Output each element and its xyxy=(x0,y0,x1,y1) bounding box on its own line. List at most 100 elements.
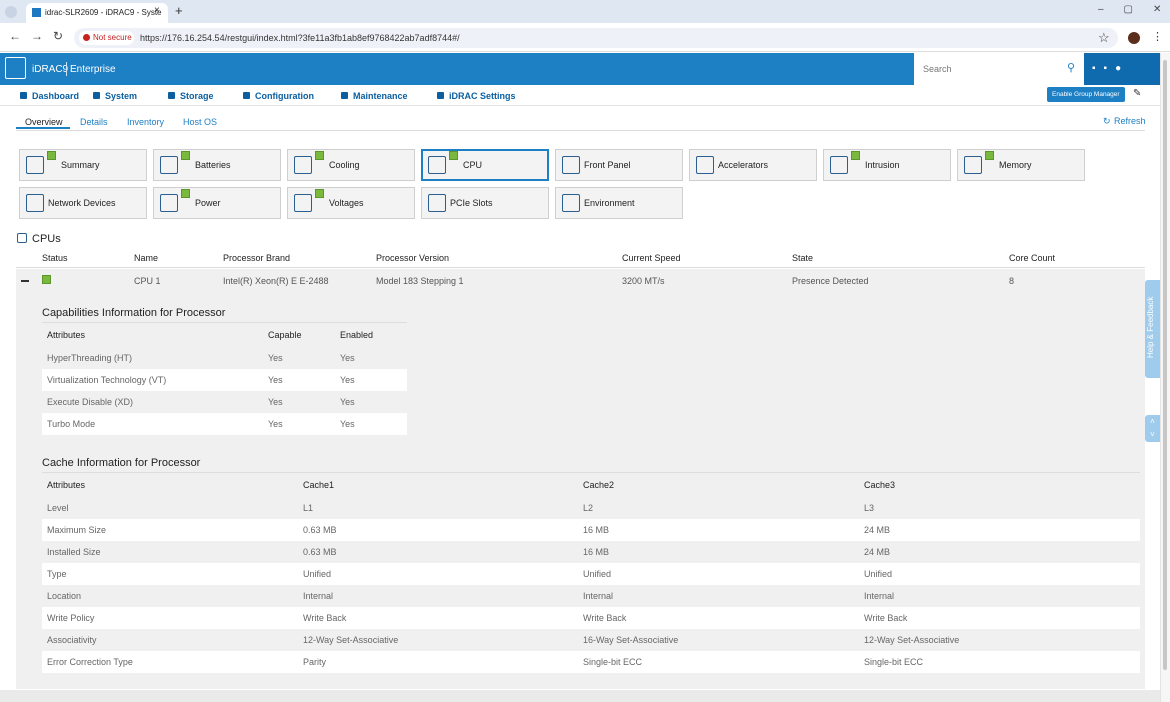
tab-menu[interactable] xyxy=(5,6,17,18)
cell: L2 xyxy=(583,503,594,513)
search-icon[interactable]: ⚲ xyxy=(1067,62,1076,74)
column-header: Core Count xyxy=(1009,253,1056,263)
url: https://176.16.254.54/restgui/index.html… xyxy=(140,33,460,43)
help-tab[interactable] xyxy=(1145,280,1160,378)
tab-strip xyxy=(0,0,1170,23)
edition: Enterprise xyxy=(70,64,116,75)
cell: Type xyxy=(47,569,67,579)
nav-item[interactable]: Dashboard xyxy=(32,91,80,101)
scroll-thumb[interactable] xyxy=(1163,60,1167,670)
cell: Unified xyxy=(583,569,612,579)
cell: 16 MB xyxy=(583,547,610,557)
cell: Write Back xyxy=(864,613,908,623)
column-header: Cache1 xyxy=(303,480,335,490)
tile[interactable] xyxy=(555,187,683,219)
tile-label: Environment xyxy=(584,198,635,208)
section-line xyxy=(42,322,407,323)
cell: Yes xyxy=(340,375,355,385)
refresh-icon[interactable]: ↻ xyxy=(1103,116,1111,126)
nav-item[interactable]: System xyxy=(105,91,138,101)
tile[interactable] xyxy=(421,149,549,181)
header-line xyxy=(16,267,1145,268)
cell: 16-Way Set-Associative xyxy=(583,635,679,645)
cell: Write Policy xyxy=(47,613,95,623)
nav-buttons[interactable]: ←→↻ xyxy=(9,29,74,43)
tile-icon xyxy=(26,156,44,174)
tile-icon xyxy=(562,156,580,174)
address-bar[interactable] xyxy=(74,28,1118,48)
tile[interactable] xyxy=(823,149,951,181)
nav-item[interactable]: iDRAC Settings xyxy=(449,91,516,101)
divider xyxy=(66,62,67,76)
tile[interactable] xyxy=(19,187,147,219)
column-header: State xyxy=(792,253,814,263)
cell: 12-Way Set-Associative xyxy=(303,635,399,645)
security-text: Not secure xyxy=(93,33,132,42)
column-header: Status xyxy=(42,253,68,263)
cell: Presence Detected xyxy=(792,276,869,286)
row-bg xyxy=(42,369,407,391)
group-manager-label: Enable Group Manager xyxy=(1052,91,1120,98)
header-icons[interactable]: ▪▪● xyxy=(1092,63,1130,74)
tile-icon xyxy=(26,194,44,212)
nav-item[interactable]: Storage xyxy=(180,91,214,101)
group-manager-button[interactable] xyxy=(1047,87,1125,102)
scroll-buttons[interactable]: ˄ ˅ xyxy=(1145,415,1160,442)
tile-label: Memory xyxy=(999,160,1032,170)
tile-label: Front Panel xyxy=(584,160,631,170)
header-actions xyxy=(1084,53,1160,85)
tile-label: CPU xyxy=(463,160,483,170)
tile[interactable] xyxy=(287,187,415,219)
tile[interactable] xyxy=(153,187,281,219)
cell: Yes xyxy=(268,397,283,407)
tile-label: Voltages xyxy=(329,198,364,208)
tile[interactable] xyxy=(287,149,415,181)
tile[interactable] xyxy=(19,149,147,181)
tab[interactable]: Details xyxy=(80,117,108,127)
bookmark[interactable]: ☆ xyxy=(1098,30,1110,45)
nav-icon xyxy=(437,92,444,99)
security-chip[interactable] xyxy=(79,31,134,45)
tab-close[interactable]: × xyxy=(154,5,160,16)
nav-item[interactable]: Configuration xyxy=(255,91,314,101)
refresh[interactable]: Refresh xyxy=(1114,116,1146,126)
nav-icon xyxy=(93,92,100,99)
product: iDRAC9 xyxy=(32,64,69,75)
cell: Error Correction Type xyxy=(47,657,133,667)
tab[interactable]: Inventory xyxy=(127,117,165,127)
row-bg xyxy=(42,413,407,435)
tile[interactable] xyxy=(555,149,683,181)
cell: Turbo Mode xyxy=(47,419,96,429)
collapse-toggle[interactable] xyxy=(21,280,29,282)
tile[interactable] xyxy=(689,149,817,181)
search-box[interactable] xyxy=(914,53,1084,85)
new-tab[interactable]: + xyxy=(175,3,183,18)
tile-label: Summary xyxy=(61,160,100,170)
tab-favicon xyxy=(32,8,41,17)
nav-icon xyxy=(341,92,348,99)
cell: Unified xyxy=(303,569,332,579)
cell: 0.63 MB xyxy=(303,547,337,557)
tile-check xyxy=(449,151,458,160)
window-controls[interactable]: –▢✕ xyxy=(1098,4,1161,15)
cpus-title: CPUs xyxy=(32,233,61,245)
tile-check xyxy=(851,151,860,160)
cell: Single-bit ECC xyxy=(583,657,643,667)
nav-item[interactable]: Maintenance xyxy=(353,91,408,101)
tile[interactable] xyxy=(957,149,1085,181)
tile-check xyxy=(315,151,324,160)
browser-menu[interactable]: ⋮ xyxy=(1152,31,1163,43)
active-tab[interactable] xyxy=(26,3,168,23)
tile-check xyxy=(181,189,190,198)
pin[interactable]: ✎ xyxy=(1133,88,1142,99)
tile[interactable] xyxy=(421,187,549,219)
column-header: Processor Brand xyxy=(223,253,291,263)
cell: Internal xyxy=(303,591,334,601)
tile-icon xyxy=(294,194,312,212)
tab[interactable]: Host OS xyxy=(183,117,218,127)
cell: Write Back xyxy=(583,613,627,623)
tab[interactable]: Overview xyxy=(25,117,63,127)
profile[interactable] xyxy=(1128,32,1140,44)
nav-icon xyxy=(243,92,250,99)
tile[interactable] xyxy=(153,149,281,181)
